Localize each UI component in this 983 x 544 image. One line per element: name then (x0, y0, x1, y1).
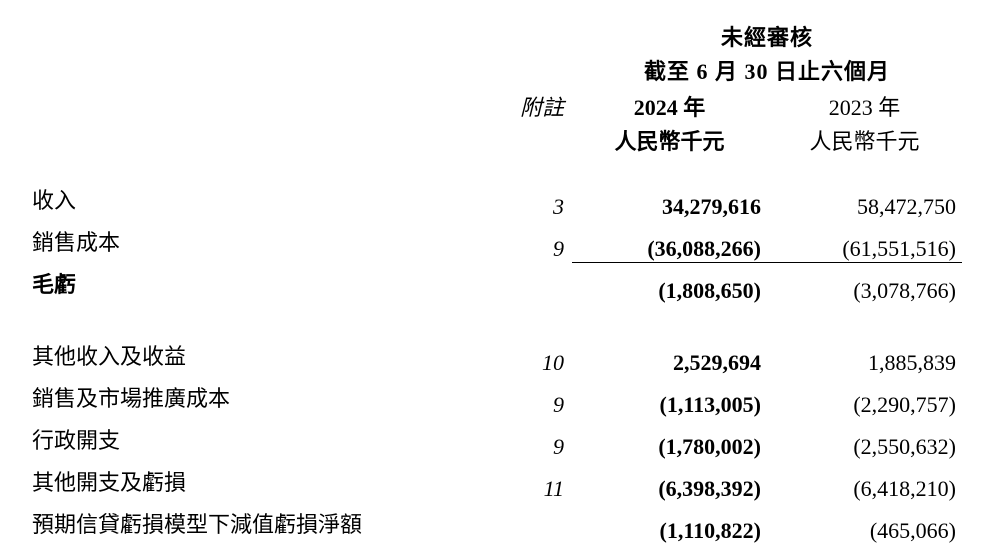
line-item-value-current: (1,110,822) (572, 502, 767, 544)
line-item-value-current: 34,279,616 (572, 178, 767, 220)
line-item-label: 毛虧 (32, 262, 432, 304)
line-item-value-current: (6,398,392) (572, 460, 767, 502)
line-item-label: 銷售及市場推廣成本 (32, 376, 432, 418)
line-item-value-prior: (2,550,632) (767, 418, 962, 460)
line-item-value-prior: (3,078,766) (767, 262, 962, 304)
line-item-value-current: (36,088,266) (572, 220, 767, 262)
line-item-note: 10 (432, 334, 572, 376)
line-item-label: 其他開支及虧損 (32, 460, 432, 502)
line-item-value-current: (1,780,002) (572, 418, 767, 460)
line-item-note (432, 262, 572, 304)
line-item-label: 行政開支 (32, 418, 432, 460)
line-item-value-prior: 1,885,839 (767, 334, 962, 376)
income-statement-table: 未經審核 截至 6 月 30 日止六個月 附註 2024 年 2023 年 人民… (32, 20, 962, 544)
line-item-label: 收入 (32, 178, 432, 220)
header-unit-prior: 人民幣千元 (767, 122, 962, 178)
line-item-value-prior: (6,418,210) (767, 460, 962, 502)
line-item-note: 9 (432, 418, 572, 460)
line-item-note: 3 (432, 178, 572, 220)
line-item-label: 銷售成本 (32, 220, 432, 262)
header-period: 截至 6 月 30 日止六個月 (572, 54, 962, 90)
line-item-note (432, 502, 572, 544)
line-item-value-prior: (465,066) (767, 502, 962, 544)
header-year-prior: 2023 年 (767, 90, 962, 122)
line-item-note: 9 (432, 220, 572, 262)
line-item-value-prior: (61,551,516) (767, 220, 962, 262)
line-item-value-prior: 58,472,750 (767, 178, 962, 220)
header-super: 未經審核 (572, 20, 962, 54)
line-item-value-current: (1,113,005) (572, 376, 767, 418)
line-item-note: 9 (432, 376, 572, 418)
header-unit-current: 人民幣千元 (572, 122, 767, 178)
line-item-note: 11 (432, 460, 572, 502)
line-item-value-current: 2,529,694 (572, 334, 767, 376)
header-year-current: 2024 年 (572, 90, 767, 122)
header-note-label: 附註 (432, 90, 572, 122)
line-item-label: 其他收入及收益 (32, 334, 432, 376)
line-item-label: 預期信貸虧損模型下減值虧損淨額 (32, 502, 432, 544)
line-item-value-prior: (2,290,757) (767, 376, 962, 418)
line-item-value-current: (1,808,650) (572, 262, 767, 304)
